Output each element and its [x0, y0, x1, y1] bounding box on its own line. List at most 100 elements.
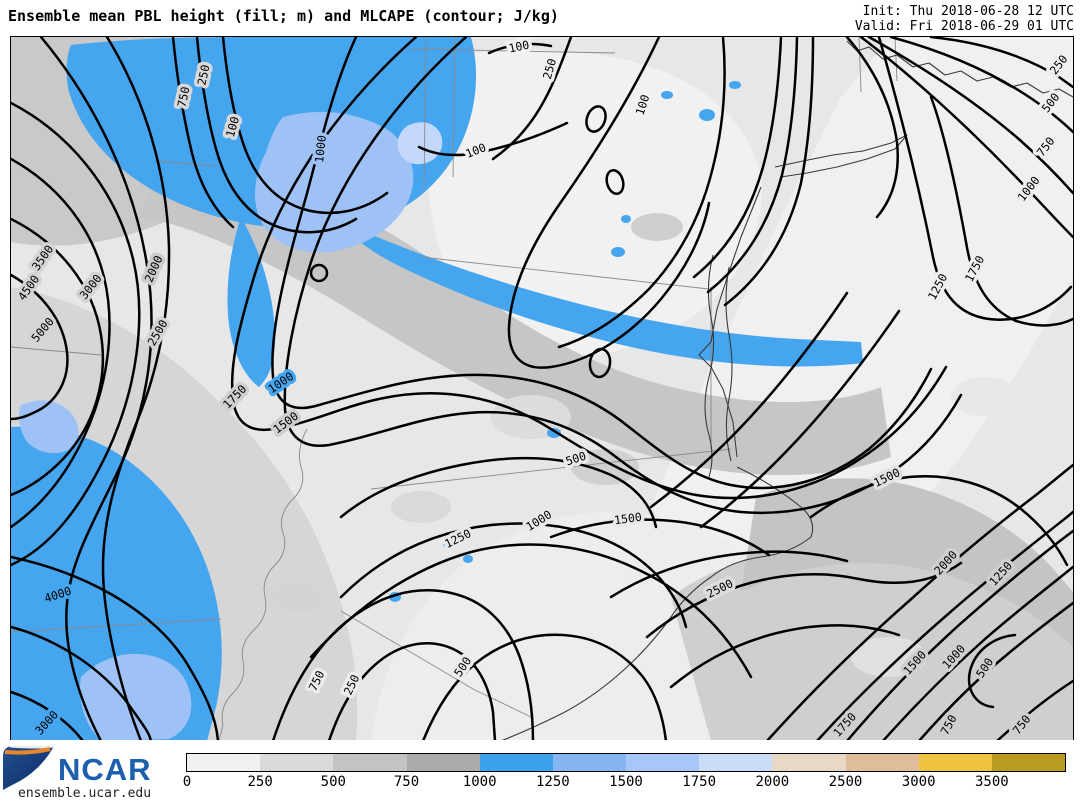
- coastline: [774, 134, 908, 178]
- fill-blue-speck-4: [621, 215, 631, 223]
- colorbar-tick-1000: 1000: [462, 774, 497, 790]
- pbl-mlcape-map: 3500450050003000250020001750150010001000…: [11, 37, 1073, 741]
- mlcape-contour: [929, 37, 1073, 89]
- fill-mottle-4: [631, 213, 683, 241]
- colorbar-segment-750: [406, 754, 480, 771]
- state-border: [340, 610, 532, 718]
- colorbar-tick-labels: 0 250 500 750 1000 1250 1500 1750 2000 2500 3000 35…: [0, 774, 1080, 794]
- mlcape-contour: [723, 37, 815, 307]
- mlcape-contour: [11, 690, 85, 741]
- contour-label: 1000: [312, 134, 329, 163]
- mlcape-contour: [649, 291, 849, 509]
- state-border: [155, 160, 217, 167]
- fill-mottle-6: [271, 582, 327, 612]
- ncar-logo: [2, 744, 162, 800]
- colorbar-tick-3500: 3500: [974, 774, 1009, 790]
- mlcape-contour: [11, 217, 105, 497]
- mlcape-contour: [221, 37, 389, 215]
- colorbar-segment-1750: [699, 754, 773, 771]
- fill-blue-speck-2: [699, 109, 715, 121]
- fill-blue-speck-5: [547, 428, 561, 438]
- colorbar-segment-1250: [552, 754, 627, 771]
- ncar-logo-text: NCAR: [58, 752, 152, 787]
- coastline: [698, 186, 762, 458]
- fill-pbl-blue-band: [341, 222, 863, 367]
- mlcape-contour: [283, 37, 963, 515]
- mlcape-contour: [11, 555, 220, 741]
- mlcape-contour: [765, 463, 1073, 741]
- mlcape-closed-contour: [588, 347, 612, 379]
- run-info: Init: Thu 2018-06-28 12 UTC Valid: Fri 2…: [855, 4, 1074, 34]
- colorbar-segment-3500: [991, 754, 1066, 771]
- mlcape-contour: [706, 37, 799, 294]
- mlcape-contour: [995, 679, 1073, 741]
- colorbar-segment-0: [187, 754, 261, 771]
- colorbar-tick-2500: 2500: [828, 774, 863, 790]
- fill-pbl-paleblue-patch: [397, 122, 443, 165]
- mlcape-contour: [699, 309, 901, 529]
- mlcape-closed-contour: [309, 263, 329, 283]
- mlcape-contour: [421, 633, 668, 741]
- ncar-logo-icon: [3, 744, 55, 790]
- fill-mottle-3: [391, 491, 451, 523]
- coastline: [704, 254, 715, 478]
- mlcape-contour: [967, 633, 1017, 709]
- colorbar-segment-3000: [918, 754, 992, 771]
- pbl-colorbar: [186, 753, 1066, 772]
- fill-pbl-blue-southwest: [11, 426, 222, 741]
- mlcape-contour: [809, 475, 1069, 567]
- mlcape-contour: [11, 273, 69, 421]
- mlcape-contour: [271, 37, 933, 490]
- mlcape-contour: [917, 601, 1073, 741]
- fill-pbl-lightblue-sw1: [79, 653, 192, 741]
- coastline: [500, 466, 814, 741]
- fill-pbl-blue-tongue: [227, 217, 276, 387]
- coastline: [725, 266, 733, 462]
- colorbar-tick-1750: 1750: [682, 774, 717, 790]
- mlcape-contour: [339, 522, 688, 629]
- mlcape-contour: [11, 101, 141, 567]
- colorbar-tick-250: 250: [247, 774, 273, 790]
- mlcape-contour: [867, 37, 1073, 195]
- state-border: [410, 48, 616, 54]
- mlcape-closed-contour: [585, 105, 607, 133]
- fill-pbl-lightblue-inner: [255, 112, 414, 253]
- mlcape-contour: [929, 95, 1073, 327]
- colorbar-segment-1500: [626, 754, 700, 771]
- mlcape-contour: [11, 157, 111, 529]
- colorbar-tick-500: 500: [320, 774, 346, 790]
- mlcape-contour: [845, 37, 899, 219]
- mlcape-contour: [271, 589, 535, 741]
- mlcape-contour: [171, 37, 235, 229]
- state-border: [370, 448, 732, 490]
- mlcape-contour: [101, 37, 171, 741]
- fill-mottle-2: [571, 449, 639, 485]
- mlcape-contour: [195, 37, 358, 234]
- colorbar-tick-1250: 1250: [535, 774, 570, 790]
- valid-time: Valid: Fri 2018-06-29 01 UTC: [854, 19, 1074, 34]
- mlcape-contour: [881, 565, 1073, 741]
- fill-mottle-5: [851, 637, 927, 677]
- mlcape-contour: [557, 37, 726, 349]
- state-border: [894, 37, 898, 82]
- page-title: Ensemble mean PBL height (fill; m) and M…: [8, 7, 559, 25]
- colorbar-tick-0: 0: [182, 774, 192, 790]
- mlcape-contour: [645, 561, 963, 639]
- fill-mottle-7: [951, 377, 1019, 417]
- colorbar-segment-250: [260, 754, 334, 771]
- state-border: [11, 346, 102, 356]
- colorbar-tick-750: 750: [393, 774, 420, 790]
- fill-blue-speck-6: [443, 537, 459, 549]
- state-border: [11, 618, 222, 633]
- coastline: [846, 40, 1073, 98]
- mlcape-contour: [487, 42, 553, 55]
- state-border: [423, 37, 427, 188]
- mlcape-closed-contour: [605, 168, 625, 196]
- mlcape-contour: [815, 510, 1073, 741]
- state-border: [218, 428, 308, 741]
- mlcape-contour: [309, 543, 753, 679]
- state-border: [858, 37, 862, 93]
- colorbar-tick-1500: 1500: [609, 774, 643, 790]
- mlcape-contour: [230, 37, 948, 500]
- colorbar-segment-1000: [479, 754, 553, 771]
